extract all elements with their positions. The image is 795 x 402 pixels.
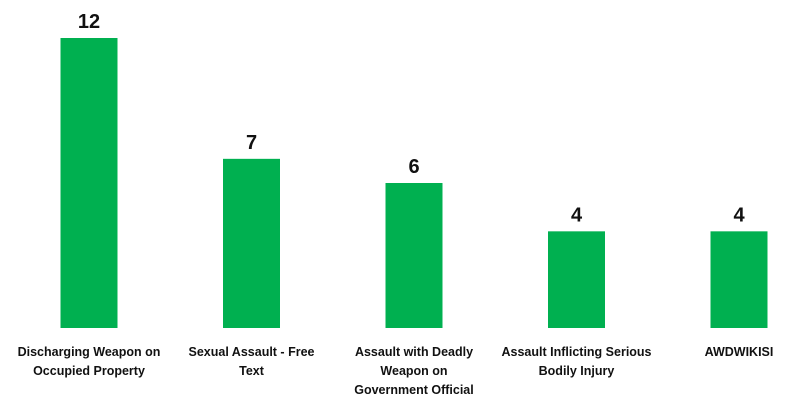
- category-labels-group: Discharging Weapon on Occupied Property Se…: [18, 345, 774, 397]
- category-label-line: Bodily Injury: [539, 364, 615, 378]
- category-label-4: Assault Inflicting Serious Bodily Injury: [501, 345, 651, 378]
- category-label-line: Text: [239, 364, 265, 378]
- value-label-5: 4: [733, 204, 745, 226]
- bar-5: [710, 231, 768, 328]
- category-label-5: AWDWIKISI: [705, 345, 774, 359]
- bar-2: [223, 158, 280, 328]
- category-label-2: Sexual Assault - Free Text: [189, 345, 315, 378]
- bar-3: [385, 183, 443, 328]
- category-label-line: Assault Inflicting Serious: [501, 345, 651, 359]
- value-label-4: 4: [571, 204, 583, 226]
- value-label-2: 7: [246, 132, 257, 154]
- bar-1: [60, 38, 118, 328]
- category-label-line: AWDWIKISI: [705, 345, 774, 359]
- category-label-line: Discharging Weapon on: [18, 345, 161, 359]
- bar-4: [548, 231, 605, 328]
- category-label-line: Assault with Deadly: [355, 345, 473, 359]
- bars-group: [60, 38, 768, 328]
- category-label-line: Government Official: [354, 383, 473, 397]
- category-label-line: Occupied Property: [33, 364, 145, 378]
- category-label-1: Discharging Weapon on Occupied Property: [18, 345, 161, 378]
- category-label-line: Weapon on: [380, 364, 447, 378]
- value-label-3: 6: [408, 156, 419, 178]
- value-labels-group: 12 7 6 4 4: [78, 11, 746, 226]
- value-label-1: 12: [78, 11, 100, 33]
- category-label-3: Assault with Deadly Weapon on Government O…: [354, 345, 473, 397]
- category-label-line: Sexual Assault - Free: [189, 345, 315, 359]
